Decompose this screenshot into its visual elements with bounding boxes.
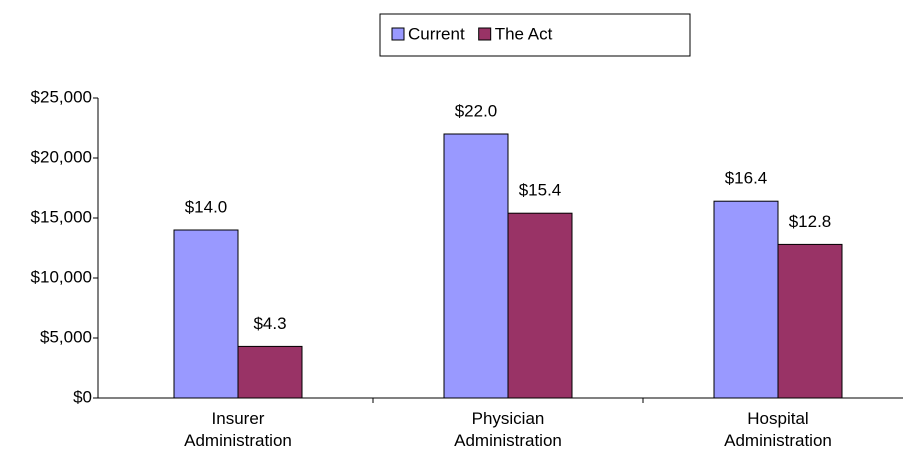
y-tick-label: $20,000	[31, 147, 92, 166]
y-tick-label: $0	[73, 387, 92, 406]
bar	[777, 243, 843, 399]
bar	[713, 200, 779, 399]
y-tick-label: $25,000	[31, 87, 92, 106]
y-tick-label: $15,000	[31, 207, 92, 226]
data-label: $22.0	[455, 101, 498, 120]
legend-label: Current	[408, 24, 465, 43]
bar	[173, 229, 239, 399]
legend-swatch	[391, 27, 405, 41]
y-tick-label: $10,000	[31, 267, 92, 286]
legend-label: The Act	[495, 24, 553, 43]
bar	[507, 212, 573, 399]
legend-swatch	[478, 27, 492, 41]
x-tick-label: Physician Administration	[454, 409, 562, 450]
data-label: $4.3	[253, 314, 286, 333]
data-label: $16.4	[725, 169, 768, 188]
data-label: $14.0	[185, 197, 228, 216]
data-label: $15.4	[519, 181, 562, 200]
data-label: $12.8	[789, 212, 832, 231]
legend-box	[379, 13, 691, 57]
bar	[237, 345, 303, 399]
bar	[443, 133, 509, 399]
x-tick-label: Insurer Administration	[184, 409, 292, 450]
x-tick-label: Hospital Administration	[724, 409, 832, 450]
y-tick-label: $5,000	[40, 327, 92, 346]
